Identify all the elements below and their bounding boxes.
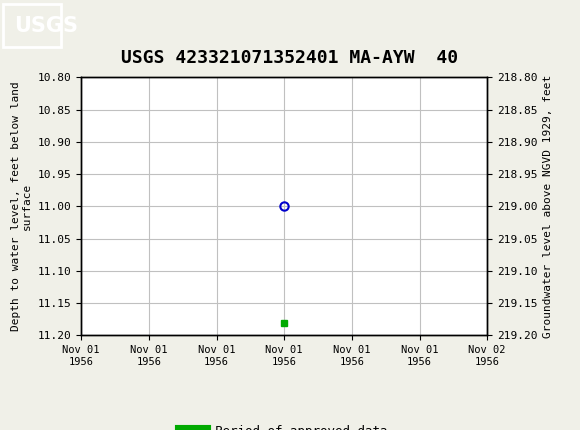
Text: USGS: USGS bbox=[14, 16, 78, 36]
Y-axis label: Depth to water level, feet below land
surface: Depth to water level, feet below land su… bbox=[10, 82, 32, 331]
Legend: Period of approved data: Period of approved data bbox=[175, 420, 393, 430]
Y-axis label: Groundwater level above NGVD 1929, feet: Groundwater level above NGVD 1929, feet bbox=[543, 75, 553, 338]
Text: USGS 423321071352401 MA-AYW  40: USGS 423321071352401 MA-AYW 40 bbox=[121, 49, 459, 67]
